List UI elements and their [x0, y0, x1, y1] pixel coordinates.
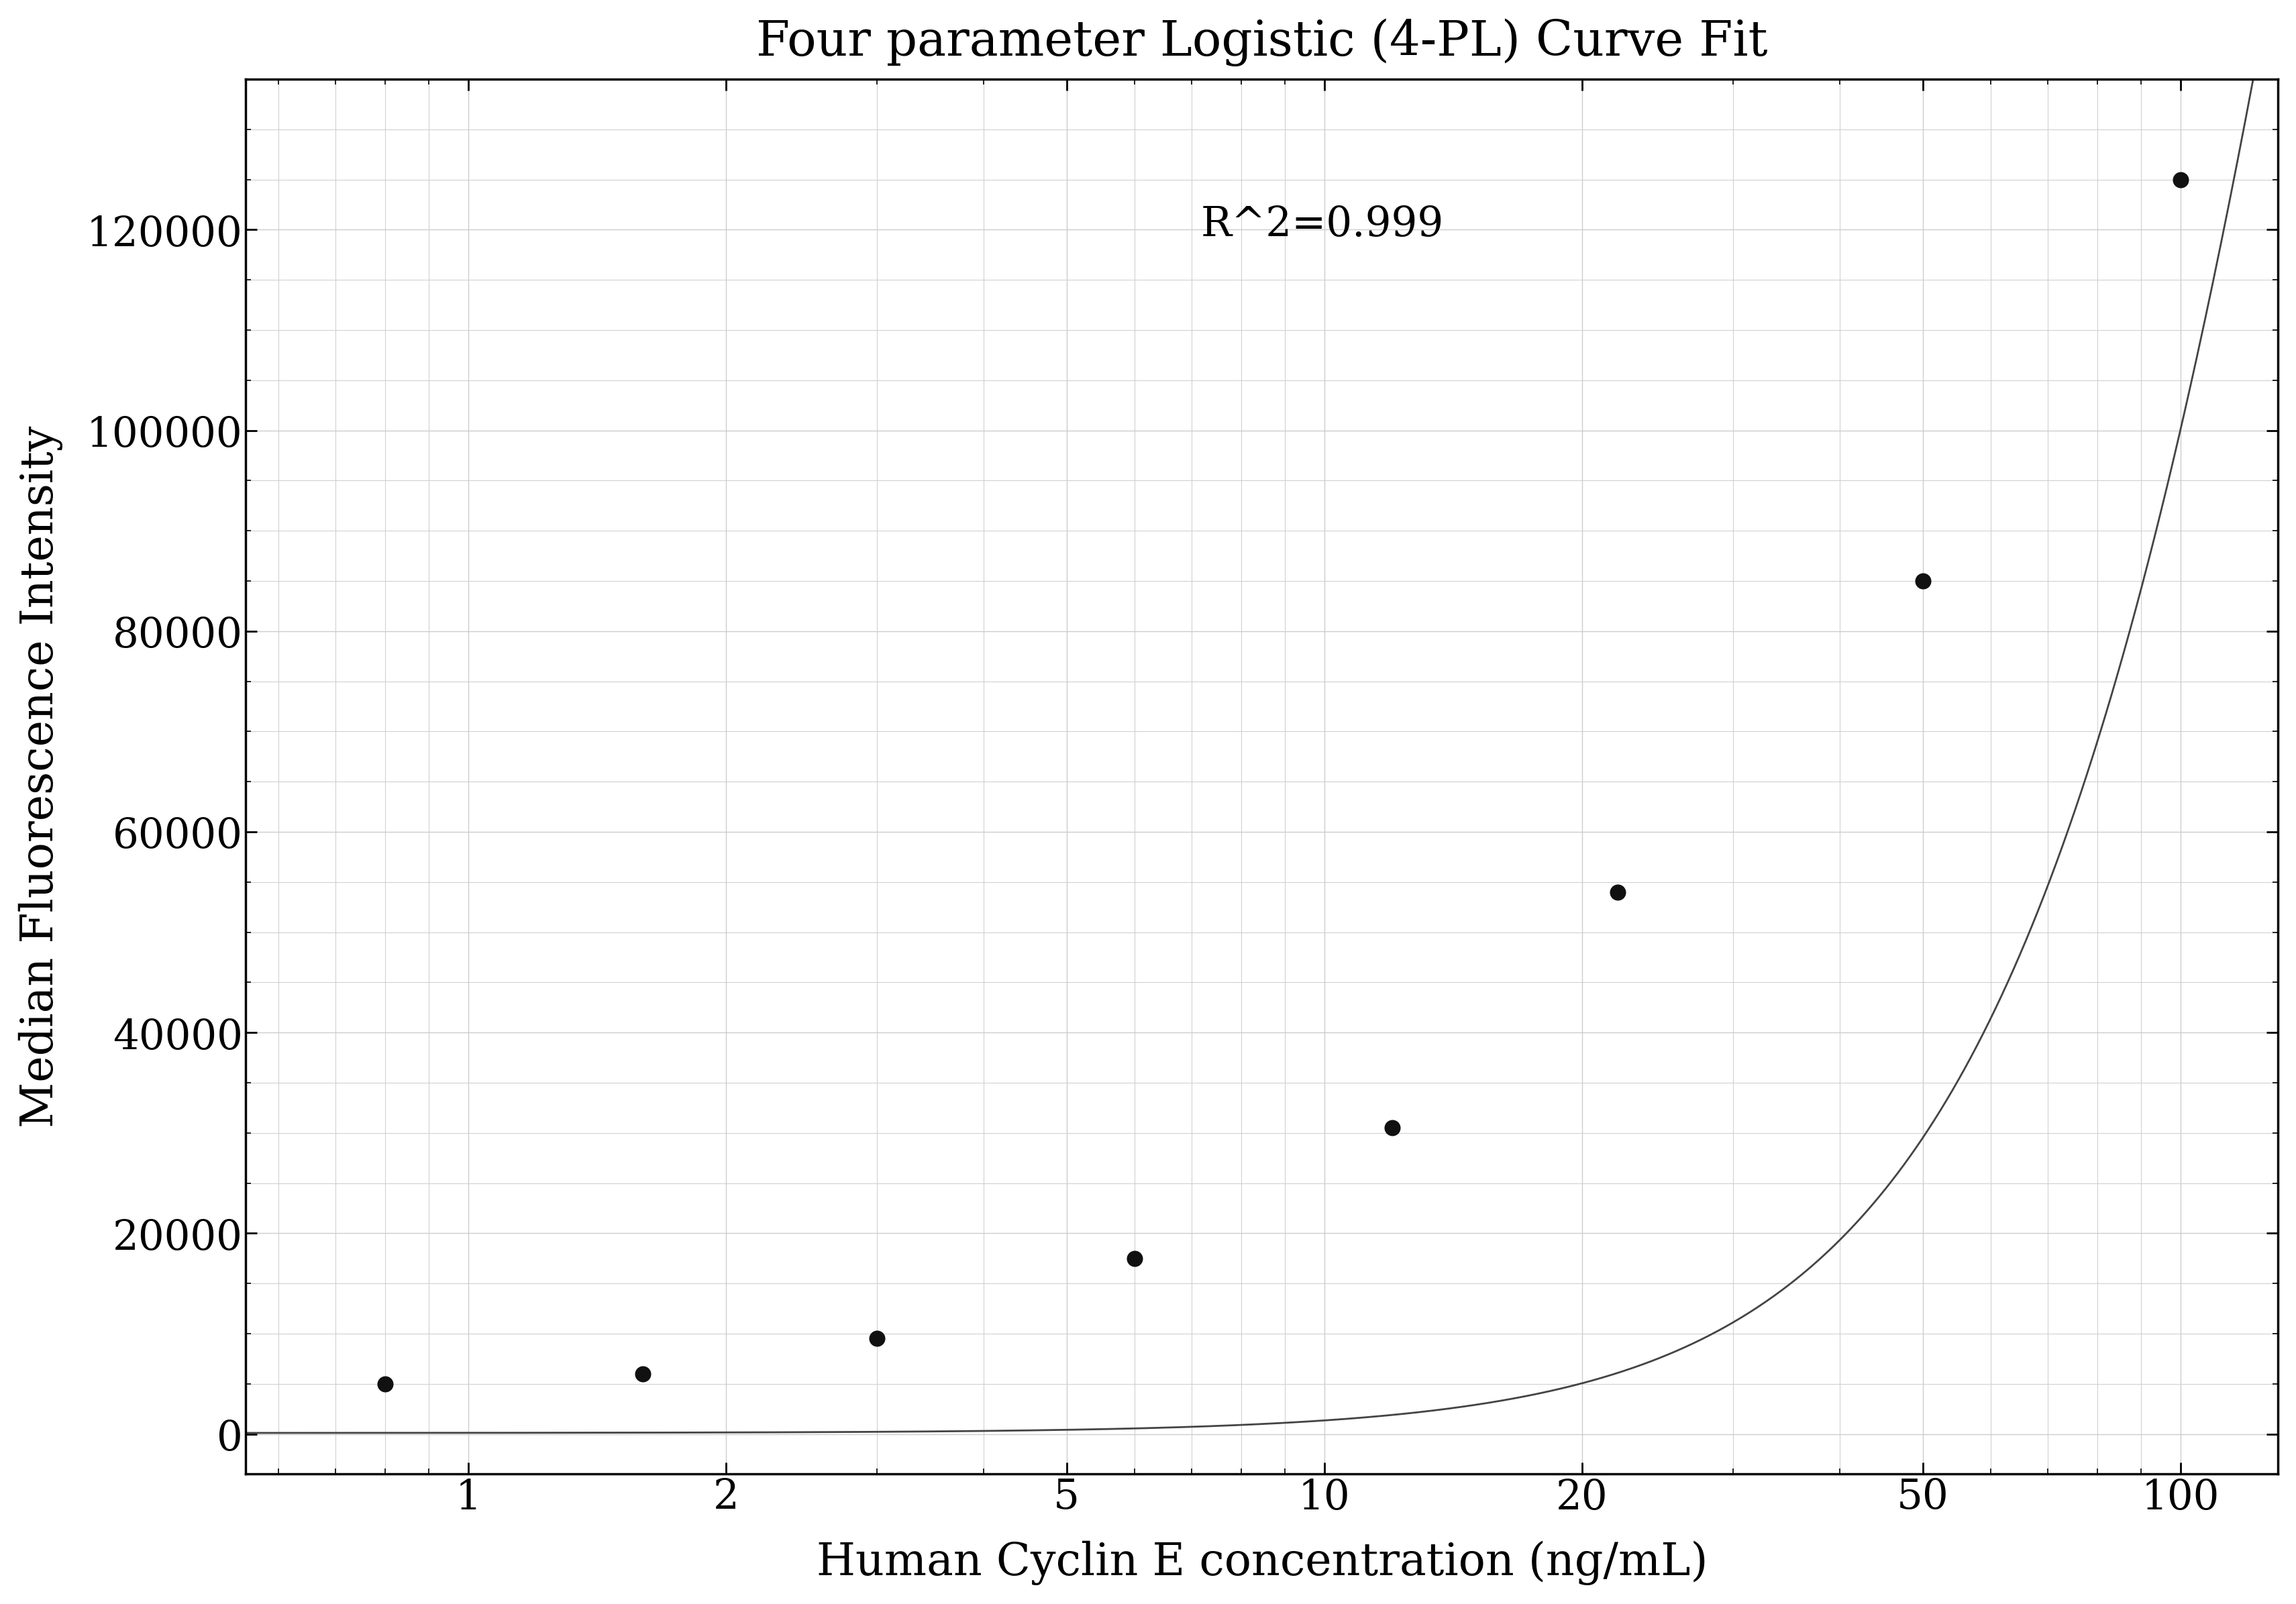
Point [2161, 167, 2197, 192]
Title: Four parameter Logistic (4-PL) Curve Fit: Four parameter Logistic (4-PL) Curve Fit [755, 19, 1768, 67]
Point [1373, 1115, 1410, 1140]
Point [367, 1371, 404, 1397]
Point [859, 1327, 895, 1352]
Point [625, 1360, 661, 1386]
X-axis label: Human Cyclin E concentration (ng/mL): Human Cyclin E concentration (ng/mL) [815, 1541, 1708, 1585]
Point [1116, 1245, 1153, 1270]
Point [1598, 879, 1635, 905]
Text: R^2=0.999: R^2=0.999 [1201, 205, 1444, 245]
Point [1903, 568, 1940, 593]
Y-axis label: Median Fluorescence Intensity: Median Fluorescence Intensity [18, 425, 62, 1128]
